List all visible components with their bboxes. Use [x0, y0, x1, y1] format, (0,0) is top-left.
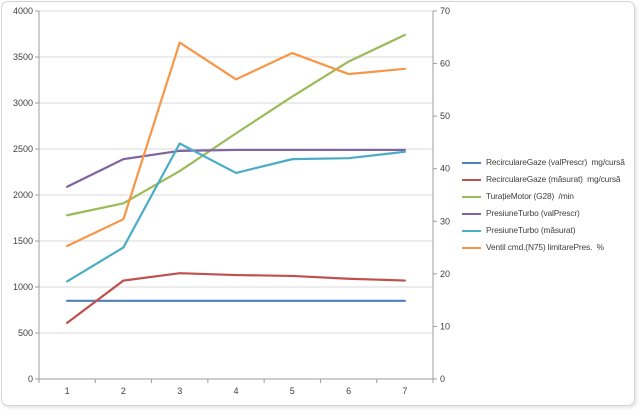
legend-marker-line: [462, 178, 481, 181]
legend-label: Ventil cmd.(N75) limitarePres. %: [486, 242, 604, 252]
x-axis-label: 2: [121, 386, 126, 396]
series-line-6: [66, 41, 406, 248]
legend-label: TurațieMotor (G28) /min: [486, 191, 574, 201]
legend-label: PresiuneTurbo (valPrescr): [486, 208, 580, 218]
legend-item: PresiuneTurbo (măsurat): [462, 222, 625, 239]
y-axis-right-label: 0: [440, 374, 445, 384]
x-axis-label: 5: [290, 386, 295, 396]
y-axis-left-label: 1000: [13, 282, 33, 292]
series-line-2: [66, 272, 406, 324]
legend-marker-line: [462, 161, 481, 164]
legend: RecirculareGaze (valPrescr) mg/cursă Reci…: [462, 154, 625, 256]
series-line-5: [66, 142, 406, 283]
y-axis-left-label: 2000: [13, 190, 33, 200]
y-axis-left-label: 0: [28, 374, 33, 384]
legend-item: Ventil cmd.(N75) limitarePres. %: [462, 239, 625, 256]
x-axis-label: 7: [402, 386, 407, 396]
legend-marker-line: [462, 212, 481, 215]
y-axis-left-label: 1500: [13, 236, 33, 246]
y-axis-left-label: 4000: [13, 6, 33, 16]
x-axis-label: 1: [65, 386, 70, 396]
legend-item: RecirculareGaze (măsurat) mg/cursă: [462, 171, 625, 188]
y-axis-left-label: 2500: [13, 144, 33, 154]
legend-marker-line: [462, 246, 481, 249]
y-axis-right-label: 20: [440, 269, 450, 279]
legend-item: TurațieMotor (G28) /min: [462, 188, 625, 205]
series-line-4: [66, 148, 406, 188]
legend-marker-line: [462, 195, 481, 198]
x-axis-label: 4: [233, 386, 238, 396]
legend-marker-line: [462, 229, 481, 232]
y-axis-left-label: 3000: [13, 98, 33, 108]
y-axis-left-label: 500: [18, 328, 33, 338]
y-axis-right-label: 50: [440, 111, 450, 121]
y-axis-right-label: 70: [440, 6, 450, 16]
y-axis-right-label: 40: [440, 164, 450, 174]
y-axis-right-label: 30: [440, 216, 450, 226]
x-axis-label: 6: [346, 386, 351, 396]
y-axis-right-label: 10: [440, 321, 450, 331]
series-line-3: [66, 33, 406, 217]
legend-label: RecirculareGaze (valPrescr) mg/cursă: [486, 157, 625, 167]
legend-item: PresiuneTurbo (valPrescr): [462, 205, 625, 222]
legend-label: RecirculareGaze (măsurat) mg/cursă: [486, 174, 621, 184]
y-axis-left-label: 3500: [13, 52, 33, 62]
legend-label: PresiuneTurbo (măsurat): [486, 225, 576, 235]
x-axis-label: 3: [177, 386, 182, 396]
legend-item: RecirculareGaze (valPrescr) mg/cursă: [462, 154, 625, 171]
y-axis-right-label: 60: [440, 59, 450, 69]
